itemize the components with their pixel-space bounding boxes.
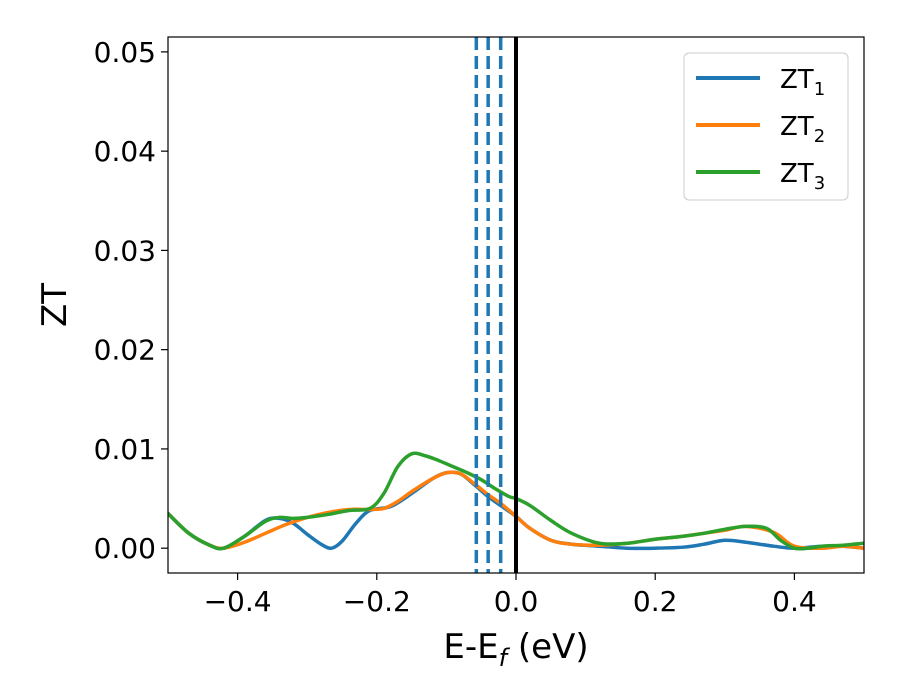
x-tick-label: 0.0 bbox=[494, 585, 539, 618]
legend-label-2: ZT2 bbox=[780, 112, 825, 147]
legend-label-3: ZT3 bbox=[780, 159, 825, 194]
legend-item-2: ZT2 bbox=[696, 112, 825, 147]
x-axis-title-main: E-E bbox=[443, 627, 498, 667]
x-tick-label: 0.4 bbox=[772, 585, 817, 618]
x-axis-title-suffix: (eV) bbox=[507, 627, 589, 667]
y-axis: 0.00 0.01 0.02 0.03 0.04 0.05 bbox=[94, 36, 168, 565]
x-tick-label: 0.2 bbox=[633, 585, 678, 618]
x-axis: −0.4 −0.2 0.0 0.2 0.4 bbox=[204, 573, 817, 618]
legend-item-1: ZT1 bbox=[696, 65, 825, 100]
x-tick-label: −0.4 bbox=[204, 585, 272, 618]
plot-layer bbox=[168, 37, 864, 573]
y-tick-label: 0.01 bbox=[94, 433, 156, 466]
y-tick-label: 0.05 bbox=[94, 36, 156, 69]
y-axis-title: ZT bbox=[35, 283, 75, 327]
y-tick-label: 0.04 bbox=[94, 135, 156, 168]
legend-frame bbox=[683, 52, 849, 201]
x-tick-label: −0.2 bbox=[343, 585, 411, 618]
y-tick-label: 0.00 bbox=[94, 532, 156, 565]
y-tick-label: 0.03 bbox=[94, 234, 156, 267]
x-axis-title: E-Ef (eV) bbox=[443, 627, 588, 672]
legend-label-1: ZT1 bbox=[780, 65, 825, 100]
legend-item-3: ZT3 bbox=[696, 159, 825, 194]
legend: ZT1 ZT2 ZT3 bbox=[683, 52, 849, 201]
y-tick-label: 0.02 bbox=[94, 334, 156, 367]
